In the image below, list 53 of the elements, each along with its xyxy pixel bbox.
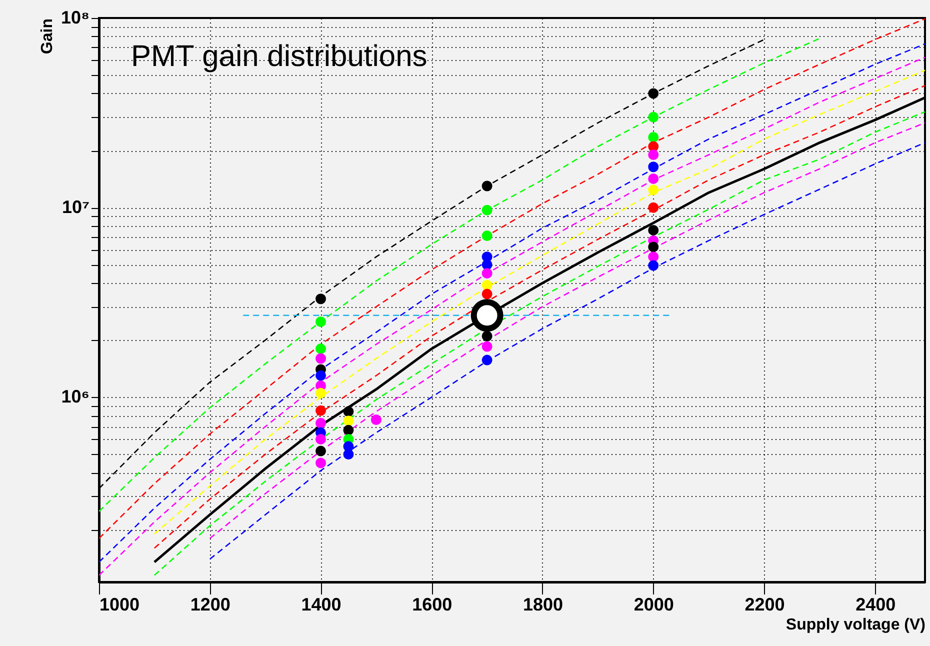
point: [482, 280, 492, 290]
text: PMT gain distributions: [131, 40, 428, 73]
point: [482, 268, 492, 279]
point: [648, 112, 659, 122]
point: [470, 299, 504, 332]
point: [648, 184, 659, 196]
point: [316, 418, 326, 428]
point: [316, 434, 326, 444]
point: [648, 260, 659, 271]
point: [648, 162, 659, 172]
x-tick-label: 1800: [522, 594, 564, 614]
point: [482, 354, 492, 366]
point: [648, 252, 659, 262]
x-tick-label: 1600: [412, 594, 452, 614]
point: [316, 316, 326, 327]
point: [482, 341, 492, 352]
x-tick-label: 2200: [744, 594, 785, 614]
x-tick-label: 1400: [301, 594, 342, 614]
y-tick-label: 10⁷: [62, 197, 90, 218]
point: [316, 458, 326, 468]
point: [343, 449, 354, 460]
y-tick-label: 10⁶: [61, 386, 90, 407]
x-tick-label: 1200: [190, 594, 230, 614]
point: [343, 406, 354, 417]
point: [648, 202, 659, 213]
y-tick-label: 10⁸: [60, 8, 90, 28]
y-axis-title: Gain: [38, 18, 56, 54]
x-tick-label: 2000: [634, 594, 674, 614]
point: [343, 424, 354, 436]
point: [482, 330, 492, 342]
point: [482, 180, 492, 192]
point: [648, 242, 659, 252]
point: [648, 88, 659, 99]
point: [482, 230, 492, 242]
point: [316, 370, 326, 381]
point: [316, 344, 326, 354]
point: [316, 353, 326, 364]
point: [316, 446, 326, 456]
point: [316, 388, 326, 398]
point: [316, 294, 326, 304]
point: [648, 173, 659, 184]
point: [370, 414, 382, 426]
point: [648, 224, 659, 236]
point: [482, 204, 492, 216]
point: [482, 259, 492, 270]
point: [343, 416, 354, 426]
point: [482, 288, 492, 300]
x-tick-label: 2400: [856, 594, 896, 614]
point: [316, 405, 326, 416]
point: [648, 132, 659, 142]
point: [648, 150, 659, 160]
x-axis-title: Supply voltage (V): [786, 616, 926, 634]
x-tick-label: 1000: [100, 594, 140, 614]
